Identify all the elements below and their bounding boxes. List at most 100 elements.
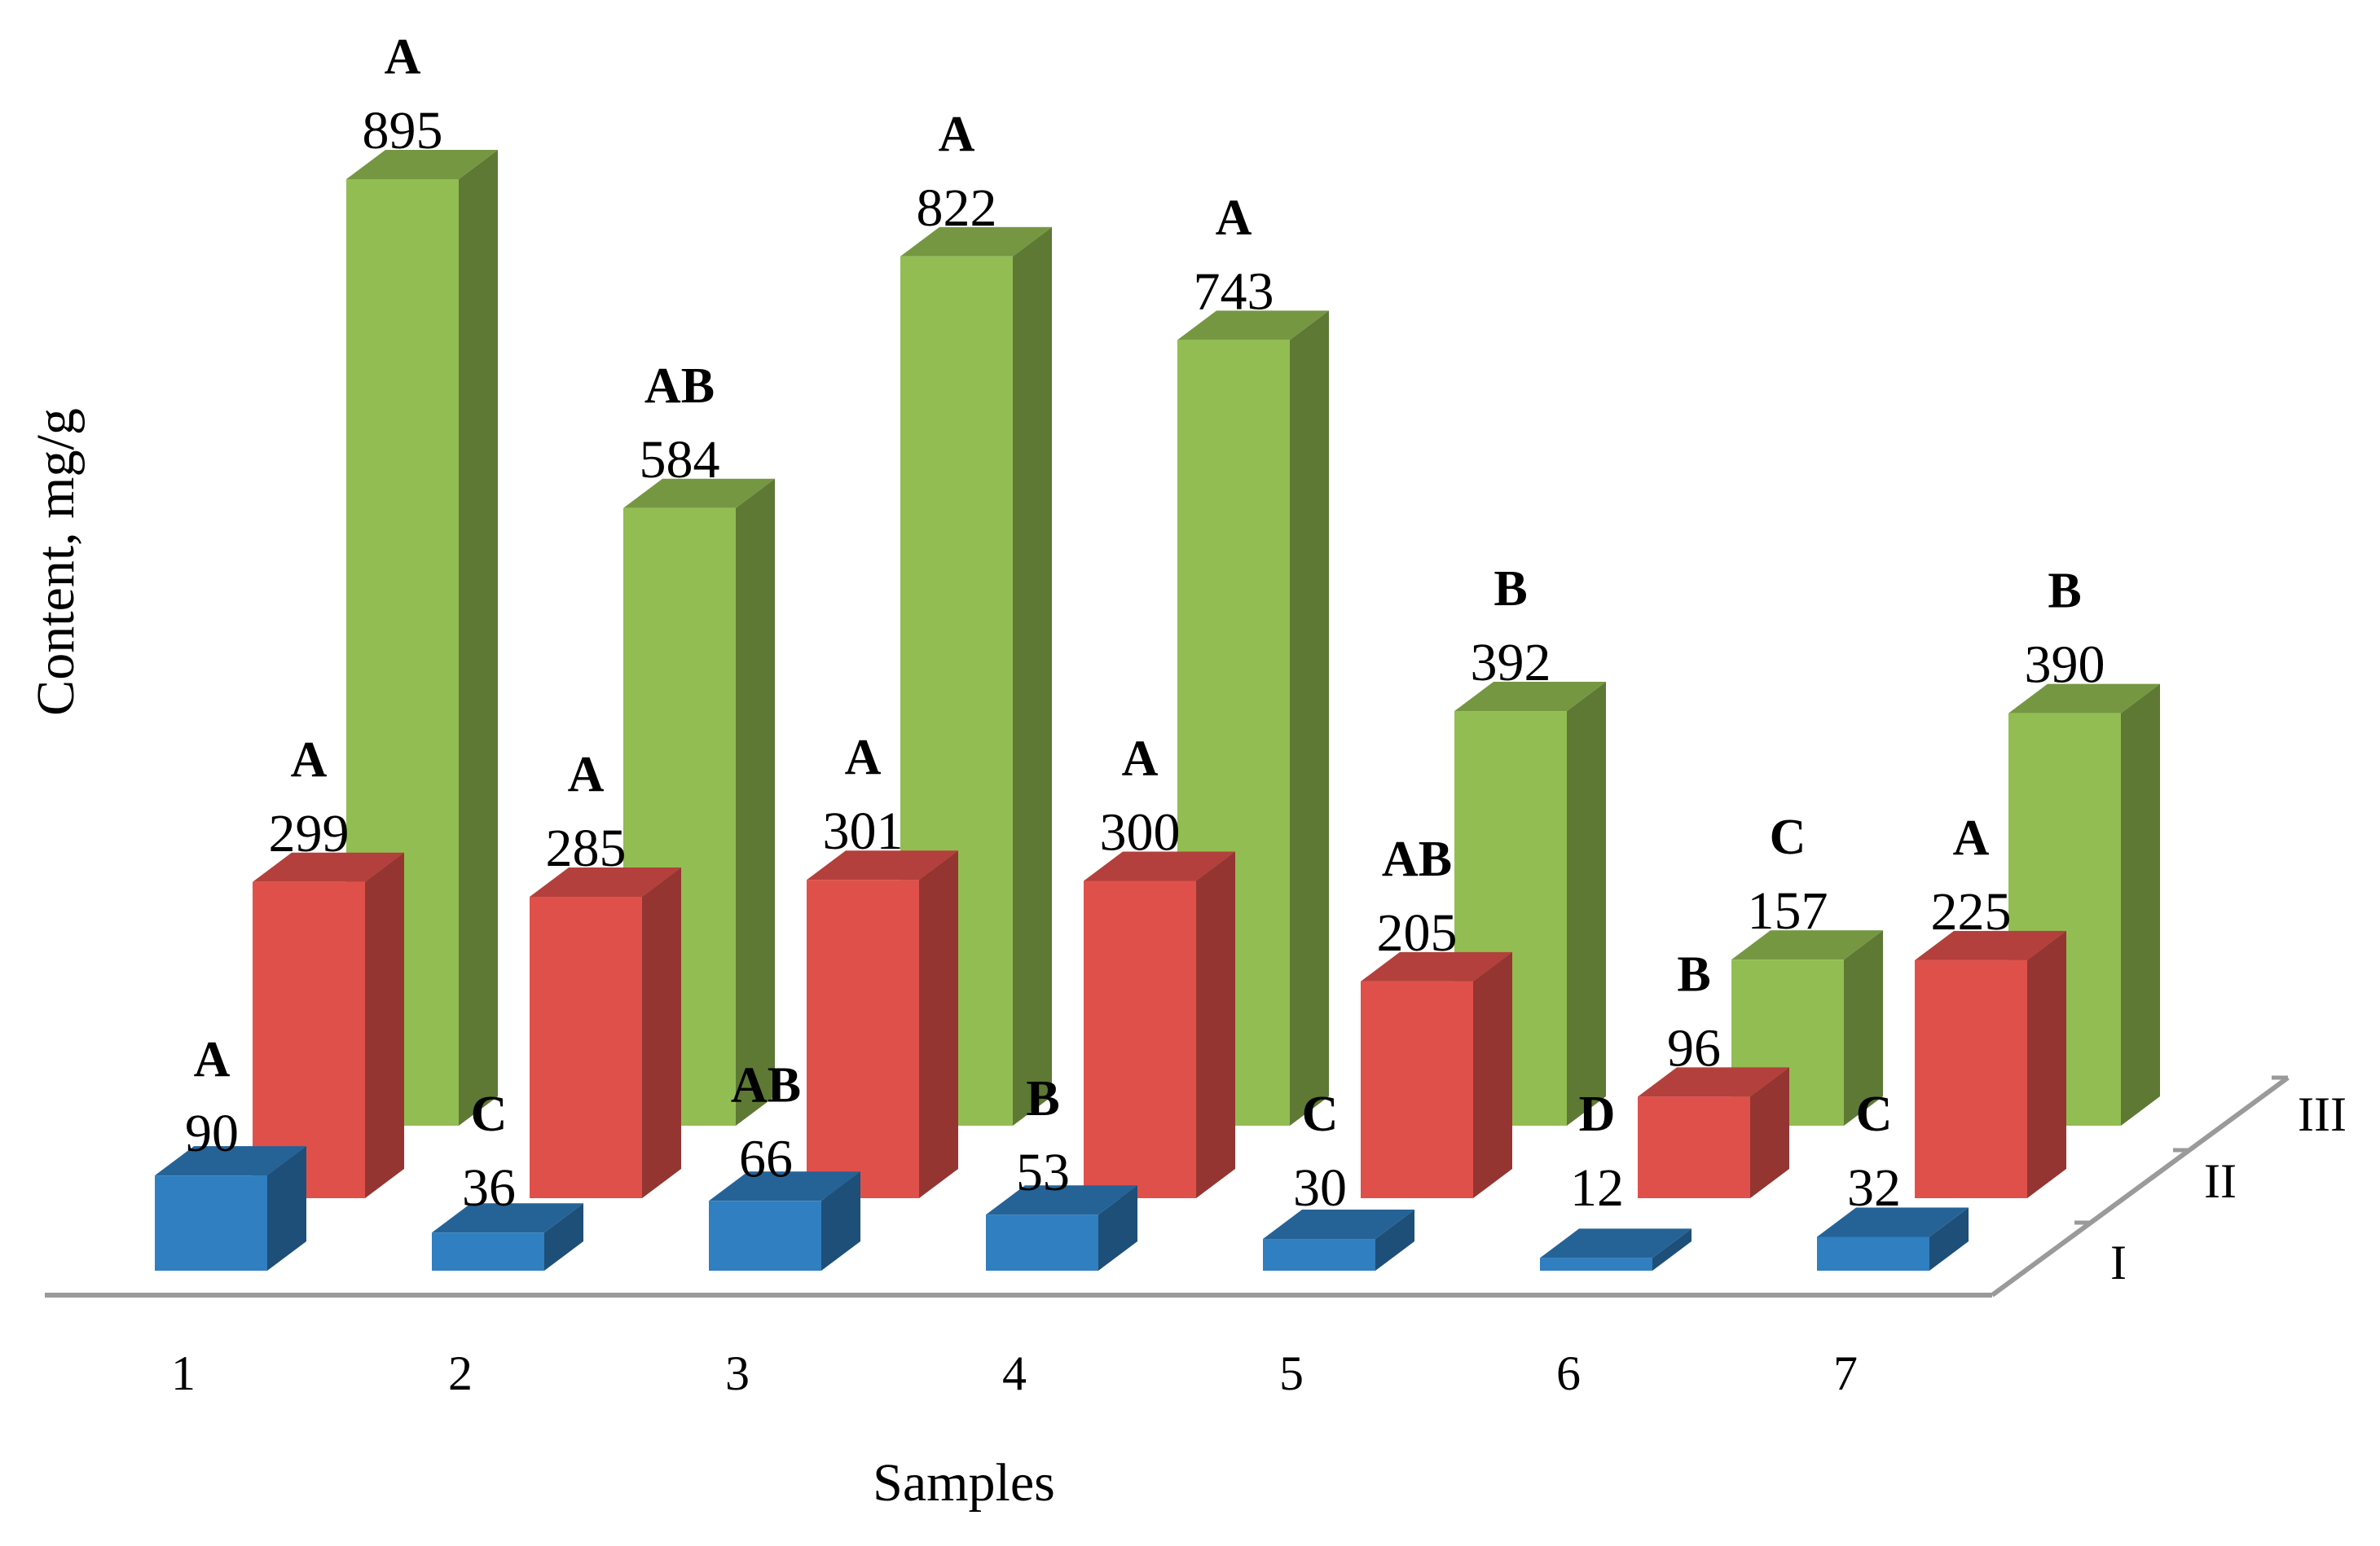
bar-top [155,1146,306,1176]
bar-series-I-sample-3 [709,1171,860,1271]
bar-series-I-sample-4 [986,1185,1137,1271]
bar-top [346,150,498,179]
bar-series-I-sample-2 [432,1203,583,1271]
bar-top [253,852,404,882]
value-label: 96 [1667,1018,1721,1078]
significance-letter: AB [644,358,715,414]
bar-front [432,1232,544,1271]
significance-letter: A [194,1032,231,1087]
value-label: 157 [1748,881,1828,941]
bar-front [709,1201,821,1271]
bar-top [1454,682,1606,712]
bar-front [1263,1239,1375,1271]
series-label-I: I [2110,1236,2127,1289]
bar-top [432,1203,583,1233]
bar-top [1638,1067,1789,1097]
value-label: 584 [640,430,720,490]
bar-side [1750,1067,1789,1198]
significance-letter: A [1216,190,1252,245]
bar-top [530,867,681,897]
bar-side [544,1203,583,1271]
significance-letter: A [845,730,882,785]
x-tick-label: 4 [1002,1346,1027,1400]
significance-letter: C [1856,1087,1893,1142]
bar-side [1567,682,1606,1126]
bar-top [623,478,775,508]
value-label: 53 [1016,1143,1070,1202]
series-label-II: II [2204,1154,2237,1208]
x-tick-label: 5 [1279,1346,1304,1400]
significance-letter: A [291,732,328,788]
bar-series-II-sample-1 [253,852,404,1198]
value-label: 225 [1931,882,2012,942]
bar-front [1817,1236,1929,1271]
bar-side [1473,951,1512,1198]
bar-front [1084,881,1196,1198]
bar-front [807,880,919,1198]
significance-letter: AB [1382,832,1452,887]
value-label: 895 [363,101,443,160]
axes-text-layer: Content, mg/g Samples [26,408,1055,1513]
bar-series-I-sample-6 [1540,1228,1692,1271]
value-label: 12 [1570,1158,1624,1218]
bar-side [1375,1210,1414,1271]
bars-layer [155,150,2160,1271]
bar-side [1196,851,1235,1198]
bar-top [1731,930,1883,960]
bar-side [821,1171,860,1271]
bar-series-I-sample-1 [155,1146,306,1271]
series-label-III: III [2298,1087,2347,1141]
bar-front [1361,981,1473,1198]
value-label: 285 [546,819,627,878]
value-label: 300 [1100,803,1181,863]
bar-front [1540,1258,1652,1271]
significance-letter: B [2048,564,2081,619]
bar-series-II-sample-4 [1084,851,1235,1198]
significance-letter: B [1677,946,1710,1002]
bar-side [1929,1207,1969,1271]
significance-letter: A [1122,731,1159,787]
significance-letter: A [1953,810,1990,866]
bar-side [267,1146,306,1271]
bar-top [900,226,1052,257]
significance-letter: AB [731,1057,801,1113]
value-label: 743 [1194,261,1274,321]
bar-top [807,850,958,881]
bar-top [1817,1207,1969,1237]
bar-side [459,150,498,1126]
significance-letter: D [1579,1087,1616,1142]
value-label: 90 [185,1104,239,1163]
bar-top [1177,310,1329,340]
bar-top [986,1185,1137,1215]
bar-side [2121,683,2160,1126]
value-label: 32 [1847,1158,1901,1218]
bar-side [1844,930,1883,1126]
bar-series-II-sample-7 [1915,930,2066,1198]
bar-top [1084,851,1235,881]
bar-side [1290,310,1329,1127]
chart-floor [45,1075,2290,1298]
x-tick-label: 1 [171,1346,196,1400]
bar-side [2027,930,2066,1198]
y-axis-title: Content, mg/g [26,408,86,716]
x-tick-label: 3 [725,1346,750,1400]
value-label: 301 [823,802,904,861]
x-tick-label: 6 [1556,1346,1581,1400]
bar-series-II-sample-6 [1638,1067,1789,1198]
bar-top [1263,1210,1414,1240]
bar-side [919,850,958,1198]
bar-side [642,867,681,1198]
x-tick-label: 2 [448,1346,473,1400]
value-label: 822 [917,178,997,238]
value-label: 390 [2025,635,2105,695]
bar-front [1638,1096,1750,1198]
significance-letter: A [568,747,605,802]
value-label: 205 [1377,903,1458,963]
x-tick-label: 7 [1833,1346,1858,1400]
value-label: 36 [462,1158,516,1218]
x-axis-title: Samples [873,1453,1055,1513]
bar-top [2008,683,2160,714]
bar-series-I-sample-7 [1817,1207,1969,1271]
bar-series-I-sample-5 [1263,1210,1414,1271]
significance-letter: B [1026,1071,1059,1127]
